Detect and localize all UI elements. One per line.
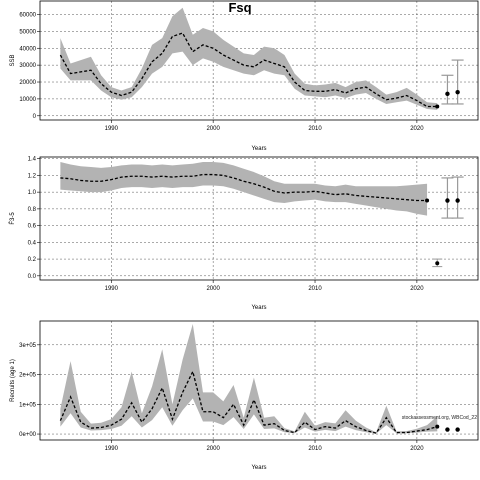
x-tick-label: 2010 <box>308 446 322 452</box>
chart-title: Fsq <box>228 0 251 15</box>
x-tick-label: 2010 <box>308 126 322 132</box>
x-axis-label: Years <box>251 146 266 152</box>
forecast-point <box>445 198 450 203</box>
forecast-point <box>455 89 460 95</box>
y-tick-label: 0.0 <box>28 274 37 280</box>
terminal-estimate-point <box>435 104 440 109</box>
y-tick-label: 1e+05 <box>19 402 37 408</box>
y-tick-label: 1.4 <box>28 157 37 163</box>
x-tick-label: 2000 <box>206 446 220 452</box>
terminal-estimate-point <box>425 198 430 203</box>
y-tick-label: 10000 <box>19 97 36 103</box>
confidence-band <box>60 162 428 216</box>
x-tick-label: 2010 <box>308 286 322 292</box>
x-axis-label: Years <box>251 305 266 311</box>
x-tick-label: 2000 <box>206 126 220 132</box>
y-tick-label: 0e+00 <box>19 432 37 438</box>
x-tick-label: 1990 <box>105 446 119 452</box>
y-tick-label: 50000 <box>19 29 36 35</box>
x-tick-label: 2020 <box>410 286 424 292</box>
x-axis-label: Years <box>251 465 266 471</box>
estimate-line <box>59 369 438 434</box>
y-tick-label: 0 <box>33 114 37 120</box>
forecast-point <box>445 427 450 432</box>
terminal-estimate-point <box>435 424 440 429</box>
forecast-point <box>455 198 460 203</box>
y-tick-label: 0.6 <box>28 224 37 230</box>
panel-1: 1990 2000 2010 2020 0 10000 20000 30000 40000 500… <box>10 0 479 152</box>
y-axis-label: F̄3-5 <box>9 212 16 225</box>
confidence-band <box>60 323 438 434</box>
y-tick-label: 3e+05 <box>19 343 37 349</box>
y-tick-label: 1.2 <box>28 173 37 179</box>
x-tick-label: 1990 <box>105 126 119 132</box>
x-tick-label: 2020 <box>410 446 424 452</box>
plot-frame <box>39 156 479 281</box>
y-tick-label: 1.0 <box>28 190 37 196</box>
y-tick-label: 40000 <box>19 46 36 52</box>
estimate-line <box>60 173 428 202</box>
plot-frame <box>39 320 479 441</box>
plot-frame <box>39 0 479 121</box>
y-tick-label: 30000 <box>19 63 36 69</box>
y-tick-label: 60000 <box>19 13 36 19</box>
forecast-point <box>445 91 450 97</box>
y-tick-label: 2e+05 <box>19 373 37 379</box>
y-tick-label: 0.2 <box>28 257 37 263</box>
reference-point <box>435 261 440 266</box>
source-annotation: stockassessment.org, WBCod_22 <box>402 415 478 421</box>
x-tick-label: 2020 <box>410 126 424 132</box>
estimate-line <box>59 32 438 108</box>
confidence-band <box>60 7 438 110</box>
y-axis-label: Recruits (age 1) <box>10 359 16 402</box>
panel-2: 1990 2000 2010 2020 0.0 0.2 0.4 0.6 0.8 1.0 1.2 1.4… <box>9 156 479 311</box>
y-axis-label: SSB <box>10 54 16 66</box>
panel-3: 1990 2000 2010 2020 0e+00 1e+05 2e+05 3e+05 Year… <box>10 320 479 471</box>
x-tick-label: 2000 <box>206 286 220 292</box>
x-tick-label: 1990 <box>105 286 119 292</box>
y-tick-label: 20000 <box>19 80 36 86</box>
y-tick-label: 0.8 <box>28 207 37 213</box>
forecast-point <box>455 427 460 432</box>
y-tick-label: 0.4 <box>28 240 37 246</box>
